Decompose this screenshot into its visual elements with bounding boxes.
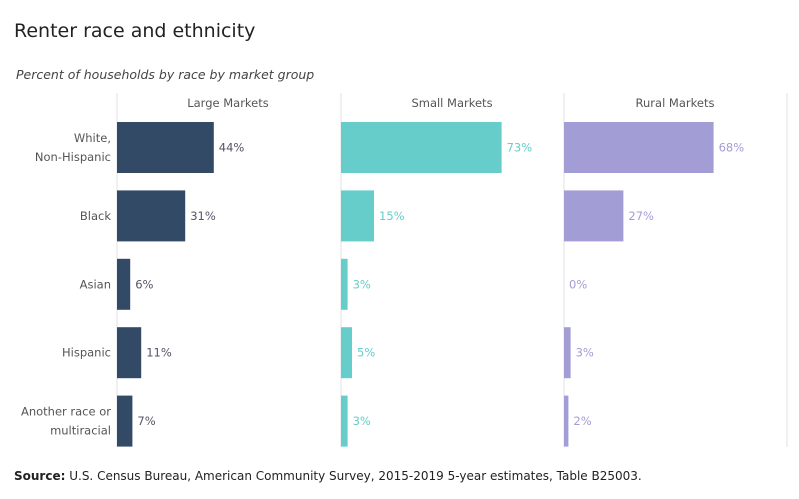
data-label-small: 5%	[357, 346, 375, 360]
category-label: Another race or	[21, 405, 111, 419]
bar-rural	[564, 190, 624, 242]
bar-rural	[564, 122, 714, 173]
source-text: U.S. Census Bureau, American Community S…	[65, 469, 642, 483]
data-label-rural: 0%	[569, 277, 587, 291]
data-label-small: 73%	[507, 141, 533, 155]
chart-title: Renter race and ethnicity	[14, 20, 256, 42]
bar-large	[117, 395, 133, 447]
source-label: Source:	[14, 469, 66, 483]
data-label-small: 3%	[353, 414, 371, 428]
data-label-large: 31%	[190, 209, 216, 223]
category-label: White,	[74, 131, 111, 145]
data-label-rural: 3%	[576, 346, 594, 360]
bar-rural	[564, 327, 571, 379]
panel-header-large: Large Markets	[187, 96, 269, 110]
bar-small	[341, 122, 502, 173]
bar-rural	[564, 395, 569, 447]
bar-large	[117, 258, 131, 310]
chart-subtitle: Percent of households by race by market …	[16, 67, 315, 82]
bar-small	[341, 258, 348, 310]
category-label: Non-Hispanic	[35, 150, 111, 164]
bar-large	[117, 190, 186, 242]
data-label-large: 11%	[146, 346, 172, 360]
source-note: Source: U.S. Census Bureau, American Com…	[14, 469, 642, 483]
data-label-large: 6%	[135, 277, 153, 291]
category-label: Hispanic	[62, 346, 111, 360]
bar-large	[117, 122, 214, 173]
data-label-large: 44%	[219, 141, 245, 155]
data-label-large: 7%	[137, 414, 155, 428]
panel-header-rural: Rural Markets	[636, 96, 715, 110]
bar-small	[341, 327, 352, 379]
data-label-small: 15%	[379, 209, 405, 223]
category-label: Asian	[80, 277, 111, 291]
data-label-rural: 68%	[719, 141, 745, 155]
category-label: multiracial	[50, 424, 111, 438]
bar-large	[117, 327, 142, 379]
data-label-rural: 27%	[628, 209, 654, 223]
bar-small	[341, 395, 348, 447]
bar-small	[341, 190, 374, 242]
data-label-rural: 2%	[573, 414, 591, 428]
panel-header-small: Small Markets	[411, 96, 492, 110]
data-label-small: 3%	[353, 277, 371, 291]
category-label: Black	[80, 209, 111, 223]
